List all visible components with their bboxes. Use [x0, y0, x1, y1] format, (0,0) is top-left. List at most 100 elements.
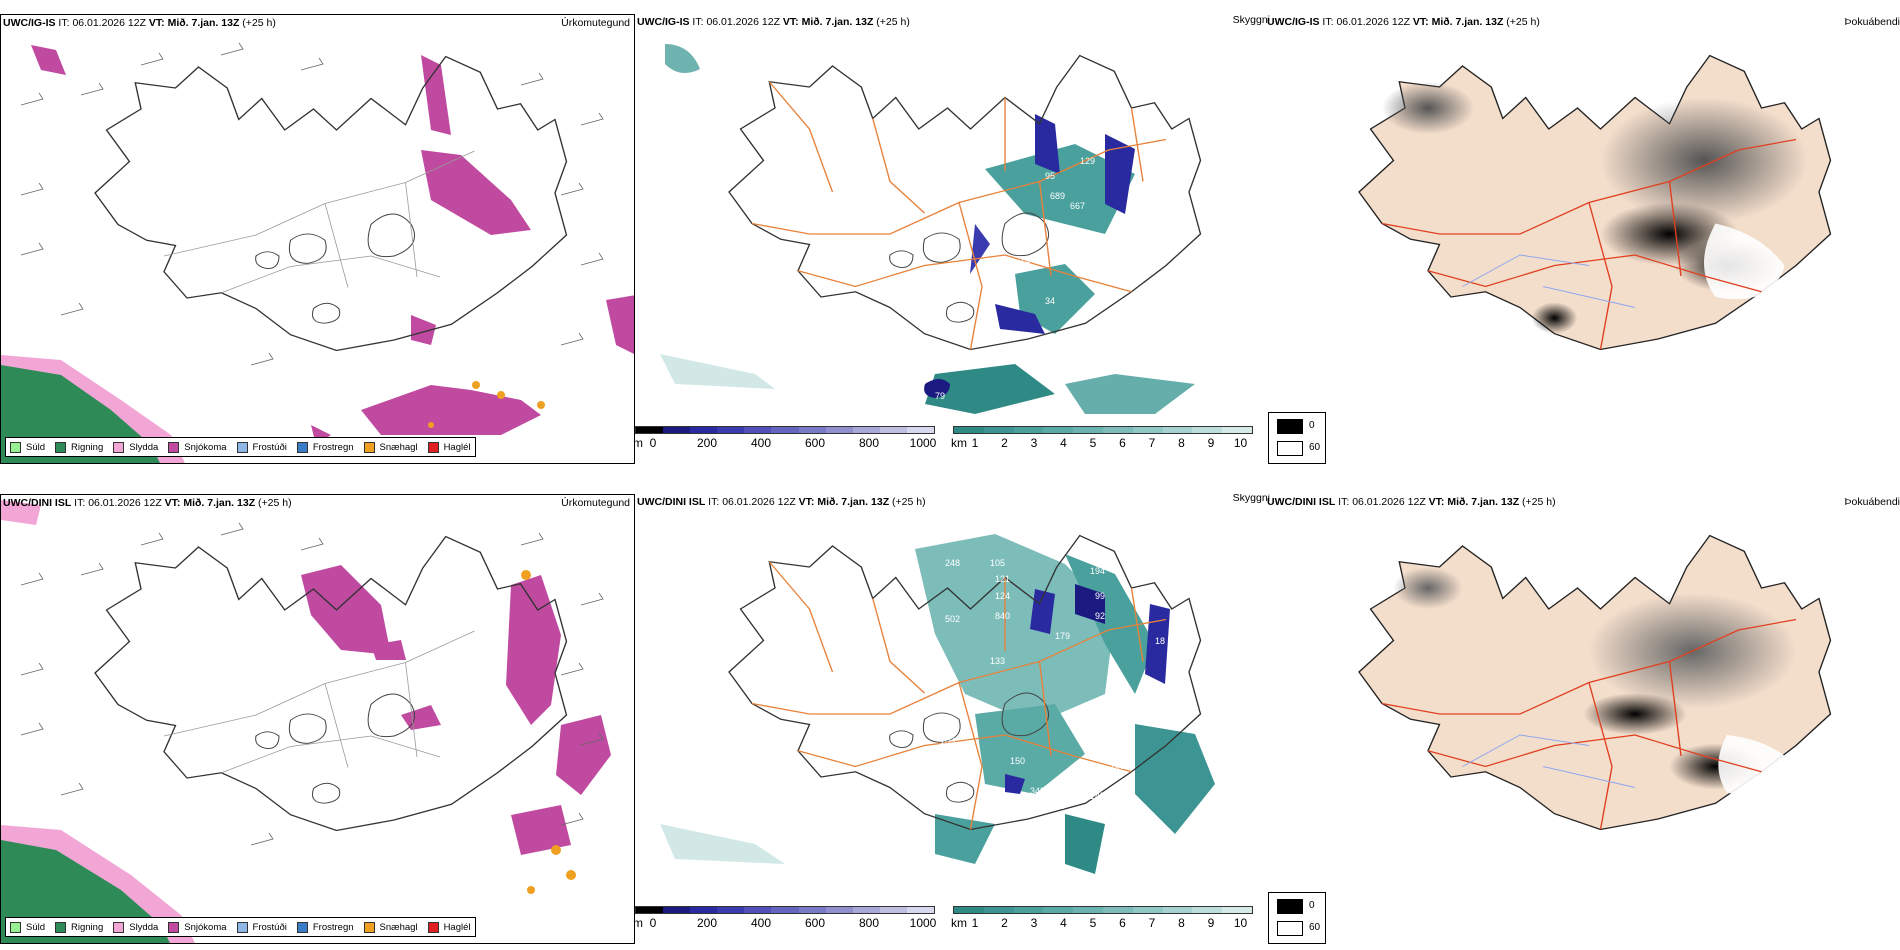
visibility-value-label: 248 [945, 558, 960, 568]
colorbar-tick: 1000 [909, 916, 937, 930]
visibility-value-label: 689 [1050, 191, 1065, 201]
colorbar-tick: 200 [696, 916, 718, 930]
cloud-legend-high: 60 [1309, 442, 1321, 453]
precip-legend-bottom: Súld Rigning Slydda Snjókoma Frostúði Frostre… [5, 917, 476, 937]
visibility-value-label: 105 [990, 558, 1005, 568]
product-label: Þokuábendi [1844, 16, 1900, 28]
colorbar-cell [1073, 907, 1103, 913]
visibility-panel-top: 104 129 95 689 667 14 34 37 79 12 66 18 UWC/IG-IS I… [635, 14, 1270, 464]
colorbar-cell [1192, 907, 1223, 913]
colorbar-cell [798, 907, 826, 913]
legend-swatch [296, 441, 308, 453]
legend-item: Snæhagl [363, 921, 418, 933]
legend-item: Slydda [113, 921, 159, 933]
visibility-value-label: 502 [945, 614, 960, 624]
visibility-map-top: 104 129 95 689 667 14 34 37 79 12 66 18 [660, 44, 1202, 414]
legend-label: Rigning [71, 921, 104, 933]
legend-swatch [363, 921, 375, 933]
colorbar-cell [983, 907, 1014, 913]
visibility-panel-bottom: 995 248 105 121 124 840 301 502 133 194 99 92 179 103… [635, 494, 1270, 944]
colorbar-tick: 0 [649, 916, 657, 930]
colorbar-cell [636, 907, 664, 913]
visibility-value-label: 92 [1095, 611, 1105, 621]
colorbar-unit: m [635, 916, 643, 930]
legend-swatch [113, 441, 125, 453]
visibility-value-label: 179 [1055, 631, 1070, 641]
legend-label: Frostregn [312, 921, 354, 933]
visibility-value-label: 194 [1090, 566, 1105, 576]
colorbar-cell [744, 907, 772, 913]
legend-swatch [296, 921, 308, 933]
colorbar-cell [690, 427, 718, 433]
colorbar-cell [1222, 427, 1252, 433]
visibility-value-label: 121 [995, 574, 1010, 584]
legend-label: Snæhagl [379, 441, 418, 453]
colorbar-cell [1102, 427, 1133, 433]
colorbar-cell [1073, 427, 1103, 433]
colorbar-strip [953, 426, 1253, 434]
legend-item: Frostúði [236, 441, 287, 453]
legend-label: Súld [26, 921, 46, 933]
ceiling-colorbar-bottom: m 0 200 400 600 800 1000 [635, 906, 937, 932]
legend-item: Frostregn [296, 441, 354, 453]
colorbar-strip [953, 906, 1253, 914]
colorbar-tick: 8 [1178, 436, 1185, 450]
colorbar-tick: 6 [1119, 916, 1126, 930]
precip-panel-bottom: UWC/DINI ISL IT: 06.01.2026 12Z VT: Mið.… [0, 494, 635, 944]
colorbar-tick: 3 [1030, 436, 1038, 450]
visibility-map-bottom: 995 248 105 121 124 840 301 502 133 194 99 92 179 103… [647, 500, 1240, 874]
legend-swatch [55, 441, 67, 453]
visibility-value-label: 183 [1050, 801, 1065, 811]
legend-swatch [427, 921, 439, 933]
colorbar-tick: 7 [1148, 436, 1156, 450]
product-label: Skyggni [1232, 14, 1270, 26]
visibility-value-label: 133 [990, 656, 1005, 666]
colorbar-cell [1043, 427, 1074, 433]
legend-label: Slydda [129, 921, 159, 933]
colorbar-cell [636, 427, 664, 433]
cloud-legend-low-swatch [1277, 419, 1303, 434]
colorbar-tick: 10 [1233, 916, 1248, 930]
legend-swatch [236, 921, 248, 933]
product-label: Úrkomutegund [561, 17, 630, 29]
legend-item: Rigning [55, 921, 104, 933]
colorbar-cell [852, 427, 880, 433]
panel-title: UWC/DINI ISL IT: 06.01.2026 12Z VT: Mið.… [637, 496, 926, 508]
legend-item: Frostúði [236, 921, 287, 933]
wind-barbs-top [20, 42, 604, 366]
visibility-value-label: 103 [940, 736, 955, 746]
visibility-value-label: 334 [1225, 736, 1240, 746]
visibility-value-label: 66 [1160, 176, 1170, 186]
legend-label: Frostregn [312, 441, 354, 453]
colorbar-tick: 6 [1119, 436, 1126, 450]
visibility-value-label: 995 [647, 500, 662, 510]
product-label: Skyggni [1232, 494, 1270, 504]
visibility-value-label: 124 [995, 591, 1010, 601]
legend-swatch [10, 921, 21, 933]
visibility-value-label: 18 [1175, 181, 1185, 191]
visibility-value-label: 79 [935, 391, 945, 401]
colorbar-tick: 800 [858, 916, 880, 930]
legend-item: Haglél [427, 441, 471, 453]
legend-label: Haglél [443, 921, 471, 933]
visibility-value-label: 14 [1020, 256, 1030, 266]
colorbar-tick: 600 [804, 436, 826, 450]
visibility-value-label: 12 [1115, 256, 1125, 266]
colorbar-tick: 5 [1089, 916, 1097, 930]
colorbar-tick: 4 [1060, 916, 1067, 930]
colorbar-tick: 2 [1001, 916, 1008, 930]
visibility-value-label: 840 [995, 611, 1010, 621]
cloud-panel-top: UWC/IG-IS IT: 06.01.2026 12Z VT: Mið. 7.… [1265, 14, 1900, 464]
legend-item: Súld [10, 441, 45, 453]
colorbar-cell [954, 427, 984, 433]
colorbar-tick: 9 [1207, 436, 1215, 450]
colorbar-strip [635, 426, 935, 434]
colorbar-cell [825, 907, 853, 913]
product-label: Úrkomutegund [561, 497, 630, 509]
colorbar-tick: 8 [1178, 916, 1185, 930]
colorbar-unit: km [951, 916, 967, 930]
visibility-value-label: 667 [1070, 201, 1085, 211]
colorbar-cell [1102, 907, 1133, 913]
visibility-value-label: 129 [1080, 156, 1095, 166]
legend-swatch [236, 441, 248, 453]
